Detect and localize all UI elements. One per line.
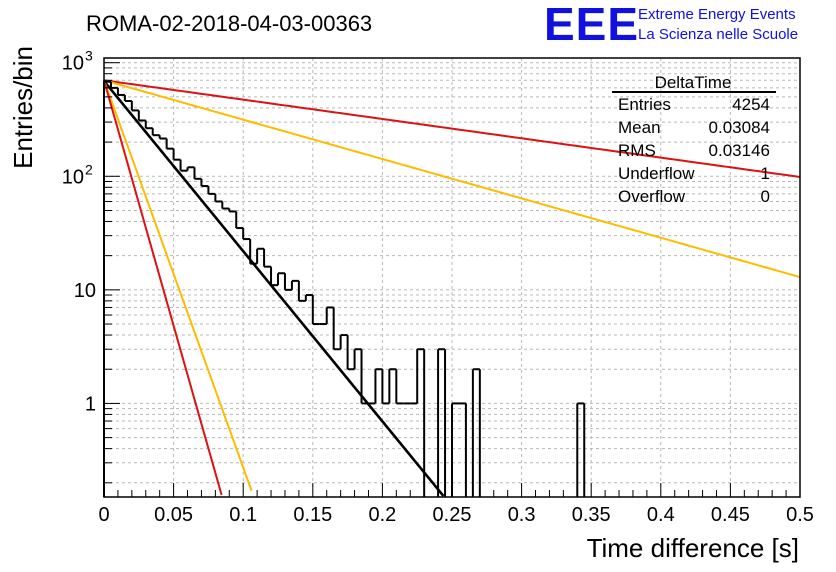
stats-overflow-label: Overflow	[618, 187, 686, 206]
eee-logo: EEE	[544, 0, 639, 50]
y-tick-label: 10	[62, 166, 84, 188]
x-tick-label: 0.1	[229, 504, 257, 526]
y-tick-label: 10	[62, 53, 84, 75]
stats-rms-label: RMS	[618, 141, 656, 160]
stats-entries-label: Entries	[618, 95, 671, 114]
x-tick-label: 0.25	[433, 504, 472, 526]
x-tick-label: 0.4	[647, 504, 675, 526]
y-tick-label: 1	[85, 393, 96, 415]
y-tick-exponent: 2	[85, 161, 93, 177]
fit-curves	[102, 79, 801, 497]
x-tick-label: 0.15	[293, 504, 332, 526]
y-tick-label: 10	[74, 280, 96, 302]
stats-entries-value: 4254	[732, 95, 770, 114]
x-tick-label: 0.45	[711, 504, 750, 526]
x-tick-label: 0.5	[786, 504, 814, 526]
stats-overflow-value: 0	[761, 187, 770, 206]
run-title: ROMA-02-2018-04-03-00363	[86, 11, 372, 36]
x-tick-label: 0.3	[508, 504, 536, 526]
stats-underflow-label: Underflow	[618, 164, 695, 183]
x-tick-label: 0	[98, 504, 109, 526]
curve-red-fast	[103, 80, 223, 496]
stats-mean-value: 0.03084	[709, 118, 770, 137]
stats-mean-label: Mean	[618, 118, 661, 137]
curve-fit	[102, 80, 445, 497]
stats-rms-value: 0.03146	[709, 141, 770, 160]
x-tick-label: 0.35	[572, 504, 611, 526]
stats-title: DeltaTime	[655, 73, 732, 92]
x-axis-label: Time difference [s]	[587, 533, 799, 563]
logo-line-1: Extreme Energy Events	[638, 6, 796, 23]
stats-underflow-value: 1	[761, 164, 770, 183]
axes	[103, 57, 801, 498]
curve-orange-fast	[103, 79, 253, 492]
curve-orange-slow	[103, 79, 801, 279]
y-tick-exponent: 3	[85, 48, 93, 64]
x-tick-label: 0.05	[154, 504, 193, 526]
stats-box: DeltaTime Entries 4254 Mean 0.03084 RMS …	[612, 73, 776, 206]
y-axis-label: Entries/bin	[8, 46, 38, 169]
x-tick-label: 0.2	[368, 504, 396, 526]
x-tick-labels: 0 0.05 0.1 0.15 0.2 0.25 0.3 0.35 0.4 0.45 0.5	[98, 504, 813, 526]
logo-line-2: La Scienza nelle Scuole	[638, 26, 798, 43]
curve-red-slow	[103, 79, 801, 178]
